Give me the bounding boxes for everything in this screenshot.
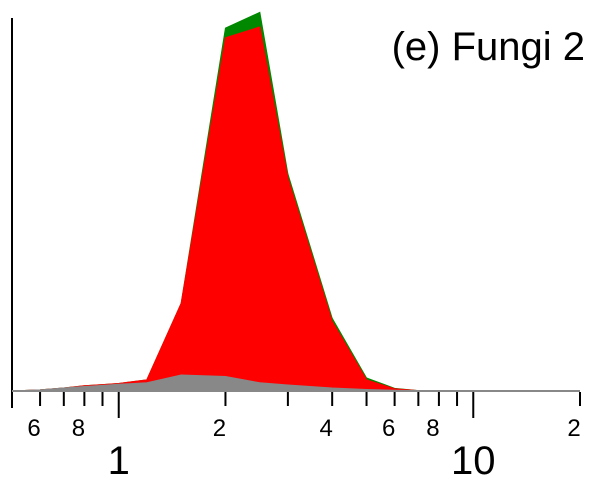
panel-title: (e) Fungi 2 [392,25,585,69]
x-minor-tick-label: 8 [72,415,85,442]
x-minor-tick-label: 2 [567,415,580,442]
x-major-tick-label: 1 [108,439,130,479]
x-minor-tick-label: 6 [27,415,40,442]
x-axis-tick-labels: 6 8 2 4 6 8 2 1 10 [27,415,580,479]
x-minor-tick-label: 2 [213,415,226,442]
x-minor-tick-label: 4 [320,415,333,442]
area-series-group [11,11,580,392]
area-series-1 [11,26,580,392]
x-minor-tick-label: 8 [426,415,439,442]
x-major-tick-label: 10 [451,439,496,479]
x-axis-ticks [11,392,581,418]
x-minor-tick-label: 6 [382,415,395,442]
